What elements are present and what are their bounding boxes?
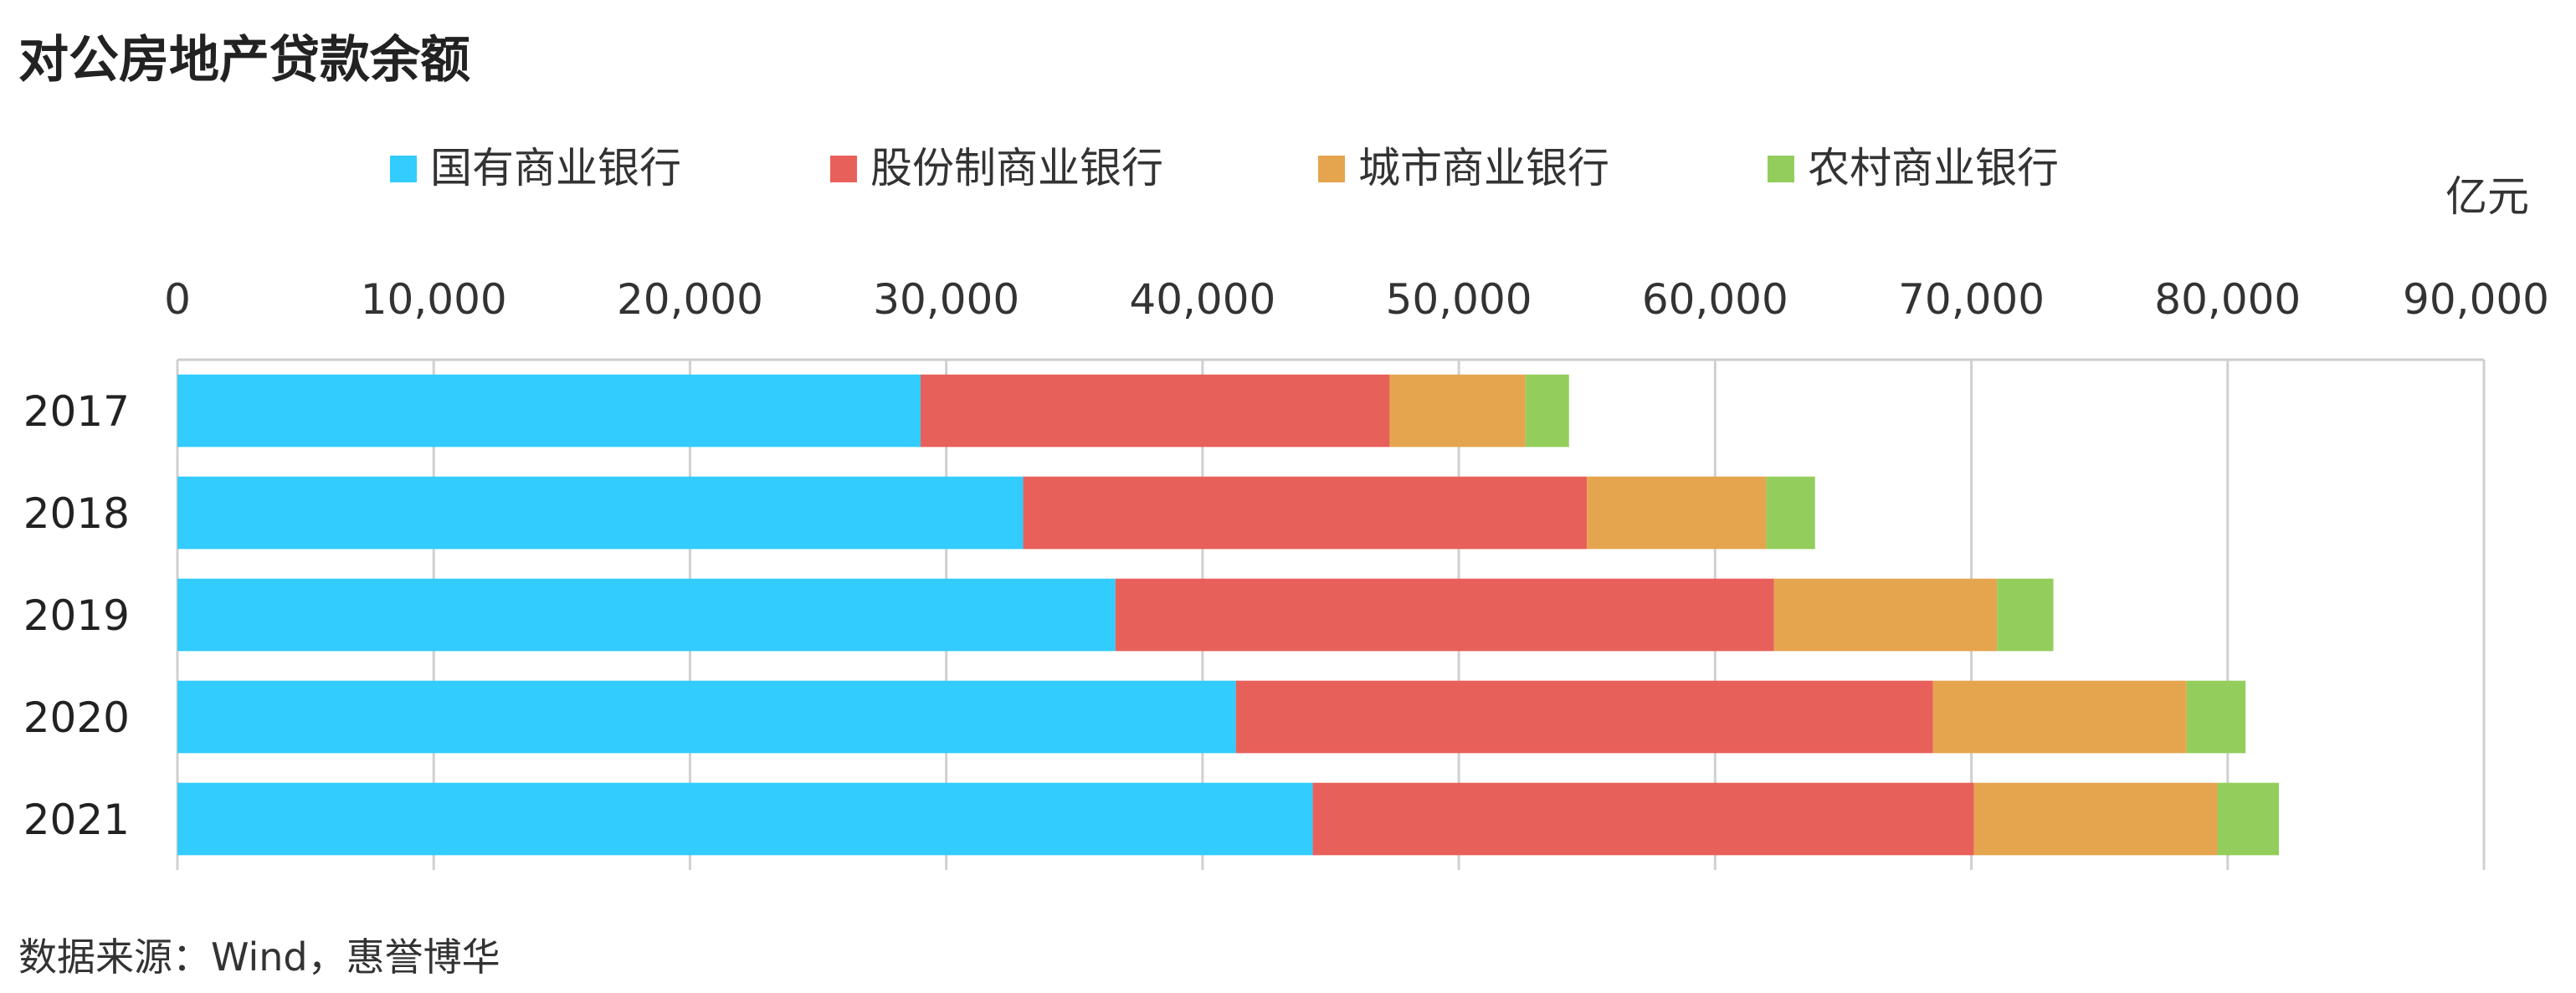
y-tick-labels: 2017 2018 2019 2020 2021: [23, 387, 130, 844]
x-tick-labels: 0 10,000 20,000 30,000 40,000 50,000 60,000 70,…: [164, 275, 2549, 324]
x-tick-label: 80,000: [2154, 275, 2301, 324]
legend-label: 农村商业银行: [1808, 144, 2059, 192]
y-tick-label: 2018: [23, 489, 130, 538]
bar-segment: [1997, 578, 2054, 652]
x-tick-label: 40,000: [1129, 275, 1275, 324]
bar-segment: [1766, 476, 1815, 550]
x-tick-label: 50,000: [1386, 275, 1532, 324]
legend-swatch: [1768, 156, 1794, 182]
bar-segment: [177, 476, 1024, 550]
legend-item: 城市商业银行: [1318, 144, 1609, 192]
y-tick-label: 2020: [23, 694, 130, 742]
bar-segment: [1587, 476, 1767, 550]
bar-segment: [1312, 782, 1974, 856]
legend-label: 股份制商业银行: [870, 144, 1163, 192]
legend-swatch: [1318, 156, 1345, 182]
legend-label: 城市商业银行: [1358, 144, 1609, 192]
bar-segment: [1932, 680, 2187, 754]
bar-segment: [1525, 374, 1569, 448]
bar-segment: [921, 374, 1390, 448]
chart-title: 对公房地产贷款余额: [18, 31, 470, 90]
bar-segment: [1235, 680, 1933, 754]
legend-swatch: [390, 156, 417, 182]
bar-segment: [2186, 680, 2246, 754]
bar-segment: [177, 578, 1116, 652]
bar-segment: [1115, 578, 1774, 652]
bar-segment: [1023, 476, 1588, 550]
legend: 国有商业银行 股份制商业银行 城市商业银行 农村商业银行: [390, 144, 2059, 192]
bar-segment: [177, 374, 921, 448]
x-tick-label: 10,000: [361, 275, 507, 324]
bar-segment: [1973, 782, 2218, 856]
x-tick-label: 70,000: [1898, 275, 2045, 324]
source-note: 数据来源：Wind，惠誉博华: [18, 934, 500, 980]
x-tick-label: 30,000: [873, 275, 1019, 324]
legend-item: 国有商业银行: [390, 144, 681, 192]
bar-segment: [177, 680, 1236, 754]
x-tick-label: 60,000: [1642, 275, 1788, 324]
legend-item: 股份制商业银行: [830, 144, 1163, 192]
legend-label: 国有商业银行: [430, 144, 681, 192]
x-tick-label: 0: [164, 275, 191, 324]
bar-segment: [1773, 578, 1998, 652]
bar-segment: [1389, 374, 1526, 448]
unit-label: 亿元: [2445, 172, 2529, 221]
bars: [177, 374, 2280, 856]
bar-segment: [177, 782, 1313, 856]
legend-swatch: [830, 156, 857, 182]
y-tick-label: 2021: [23, 796, 130, 844]
y-tick-label: 2017: [23, 387, 130, 436]
bar-segment: [2217, 782, 2280, 856]
y-tick-label: 2019: [23, 591, 130, 640]
x-tick-label: 20,000: [617, 275, 763, 324]
x-tick-label: 90,000: [2403, 275, 2549, 324]
legend-item: 农村商业银行: [1768, 144, 2059, 192]
